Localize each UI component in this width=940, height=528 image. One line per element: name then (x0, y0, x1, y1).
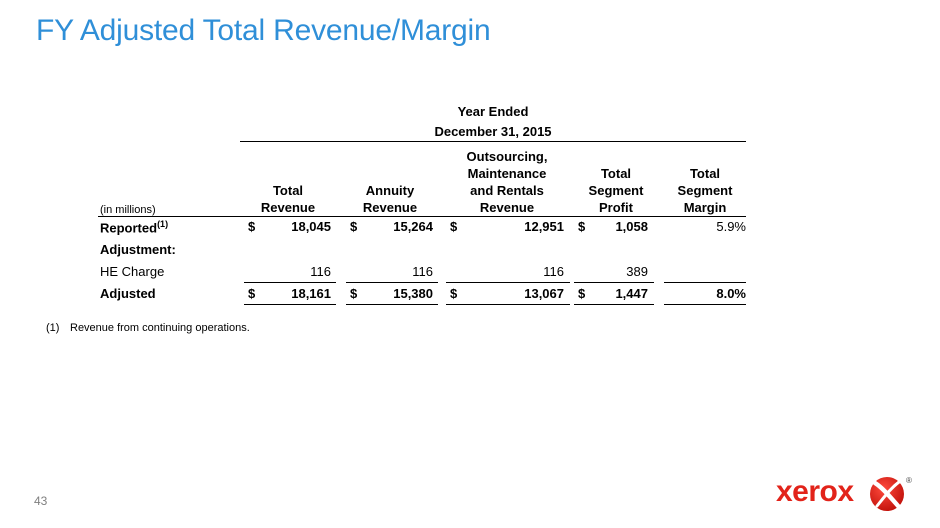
total-rule (244, 304, 336, 305)
page-number: 43 (34, 494, 48, 508)
cell-he-outsourcing-revenue: 116 (543, 264, 564, 279)
row-label-reported: Reported(1) (100, 219, 169, 236)
cell-adjusted-segment-margin: 8.0% (716, 286, 746, 301)
footnote: (1) Revenue from continuing operations. (46, 322, 250, 334)
logo-wordmark: xerox (776, 475, 854, 508)
table-row-reported: Reported(1) $ 18,045 $ 15,264 $ 12,951 $… (98, 216, 746, 238)
total-rule (346, 304, 438, 305)
column-headers: (in millions) Total Revenue Annuity Reve… (98, 146, 746, 216)
column-header-segment-margin: Total Segment Margin (677, 166, 733, 215)
total-rule (574, 304, 654, 305)
footnote-mark: (1) (46, 322, 60, 334)
currency-symbol: $ (578, 219, 586, 234)
subtotal-rule (446, 282, 570, 283)
table-row-he-charge: HE Charge 116 116 116 389 (98, 261, 746, 283)
column-header-total-revenue: Total Revenue (260, 183, 316, 215)
cell-he-segment-profit: 389 (626, 264, 648, 279)
cell-adjusted-outsourcing-revenue: 13,067 (524, 286, 564, 301)
currency-symbol: $ (248, 219, 256, 234)
column-header-outsourcing-revenue: Outsourcing, Maintenance and Rentals Rev… (466, 149, 548, 215)
column-header-annuity-revenue: Annuity Revenue (362, 183, 418, 215)
cell-adjusted-total-revenue: 18,161 (291, 286, 331, 301)
cell-he-annuity-revenue: 116 (412, 264, 433, 279)
subtotal-rule (244, 282, 336, 283)
period-header-line1: Year Ended (457, 104, 529, 119)
row-label-adjustment: Adjustment: (100, 242, 176, 257)
cell-reported-outsourcing-revenue: 12,951 (524, 219, 564, 234)
currency-symbol: $ (248, 286, 256, 301)
total-rule (446, 304, 570, 305)
xerox-logo: xerox ® (776, 474, 916, 514)
period-header-rule (240, 141, 746, 142)
subtotal-rule (346, 282, 438, 283)
subtotal-rule (574, 282, 654, 283)
cell-reported-total-revenue: 18,045 (291, 219, 331, 234)
currency-symbol: $ (450, 286, 458, 301)
subtotal-rule (664, 282, 746, 283)
total-rule (664, 304, 746, 305)
row-label-adjusted: Adjusted (100, 286, 156, 301)
registered-mark: ® (906, 476, 912, 485)
currency-symbol: $ (578, 286, 586, 301)
cell-reported-annuity-revenue: 15,264 (393, 219, 433, 234)
currency-symbol: $ (350, 219, 358, 234)
cell-reported-segment-margin: 5.9% (716, 219, 746, 234)
currency-symbol: $ (350, 286, 358, 301)
table-row-adjustment: Adjustment: (98, 239, 746, 261)
header-underline (98, 216, 746, 217)
cell-reported-segment-profit: 1,058 (615, 219, 648, 234)
cell-adjusted-annuity-revenue: 15,380 (393, 286, 433, 301)
period-header-line2: December 31, 2015 (434, 124, 552, 139)
cell-he-total-revenue: 116 (310, 264, 331, 279)
unit-label: (in millions) (100, 204, 156, 216)
footnote-text: Revenue from continuing operations. (70, 322, 250, 334)
cell-adjusted-segment-profit: 1,447 (615, 286, 648, 301)
slide-title: FY Adjusted Total Revenue/Margin (36, 14, 491, 47)
footnote-ref: (1) (157, 219, 169, 229)
xerox-ball-icon (870, 477, 904, 511)
table-row-adjusted: Adjusted $ 18,161 $ 15,380 $ 13,067 $ 1,… (98, 283, 746, 305)
row-label-he-charge: HE Charge (100, 264, 165, 279)
currency-symbol: $ (450, 219, 458, 234)
column-header-segment-profit: Total Segment Profit (588, 166, 644, 215)
